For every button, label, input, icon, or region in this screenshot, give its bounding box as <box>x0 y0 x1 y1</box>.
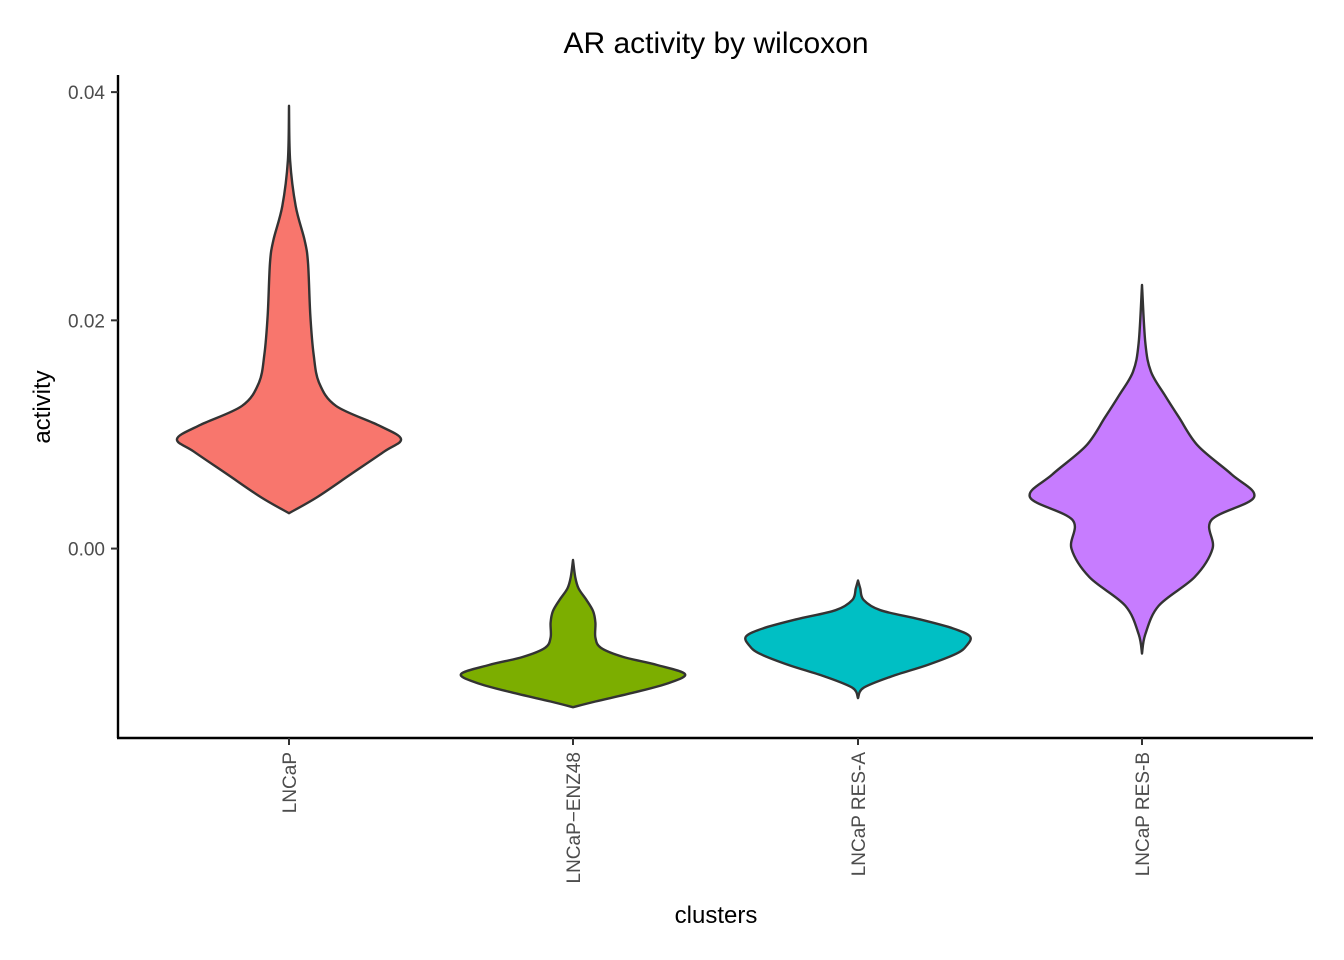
x-tick-label: LNCaP RES-A <box>849 752 870 877</box>
y-tick-label: 0.04 <box>68 83 105 104</box>
x-axis-ticks: LNCaP LNCaP−ENZ48 LNCaP RES-A LNCaP RES-B <box>280 738 1154 883</box>
x-tick-label: LNCaP−ENZ48 <box>564 752 585 883</box>
y-axis-title: activity <box>29 370 56 443</box>
violin-lncap-res-b <box>1028 283 1256 655</box>
chart-title: AR activity by wilcoxon <box>563 27 868 60</box>
y-axis-ticks: 0.00 0.02 0.04 <box>68 83 118 561</box>
x-axis-title: clusters <box>675 902 758 929</box>
violin-lncap <box>175 104 403 515</box>
violin-group <box>175 104 1256 709</box>
y-tick-label: 0.00 <box>68 540 105 561</box>
x-tick-label: LNCaP RES-B <box>1133 752 1154 876</box>
violin-lncap-enz48 <box>459 558 687 709</box>
x-tick-label: LNCaP <box>280 752 301 813</box>
y-tick-label: 0.02 <box>68 311 105 332</box>
violin-lncap-res-a <box>744 579 972 700</box>
